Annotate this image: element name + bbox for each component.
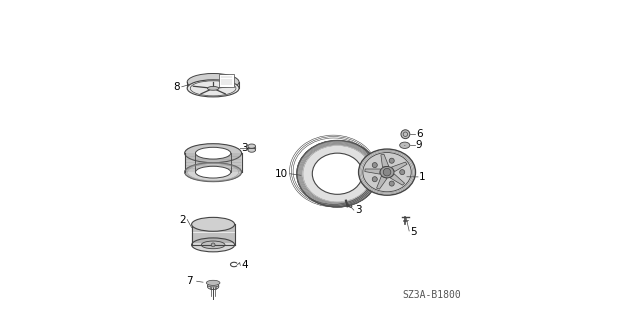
Polygon shape [381,154,388,167]
Text: ·: · [404,143,406,148]
Circle shape [389,158,394,163]
Text: 4: 4 [241,260,248,271]
Circle shape [211,243,215,247]
Circle shape [372,177,378,182]
Ellipse shape [248,148,255,152]
Ellipse shape [358,149,415,195]
Ellipse shape [312,153,362,194]
Text: 3: 3 [241,144,248,153]
Ellipse shape [185,163,241,182]
Ellipse shape [380,167,394,178]
Ellipse shape [400,142,410,148]
Ellipse shape [195,147,231,159]
Ellipse shape [207,284,219,289]
Text: 1: 1 [419,172,426,182]
Text: 8: 8 [173,82,180,92]
Circle shape [401,130,410,139]
FancyBboxPatch shape [185,153,241,172]
Ellipse shape [195,166,231,178]
Ellipse shape [207,284,219,287]
Ellipse shape [191,217,235,231]
Text: 5: 5 [410,226,417,237]
Ellipse shape [363,152,412,192]
Text: 2: 2 [179,215,186,225]
Ellipse shape [206,280,220,286]
Text: 3: 3 [355,205,362,215]
FancyBboxPatch shape [191,224,235,245]
Circle shape [349,205,352,208]
Text: SZ3A-B1800: SZ3A-B1800 [402,290,461,300]
Circle shape [383,168,391,176]
Ellipse shape [248,144,255,148]
Text: 9: 9 [416,140,422,150]
Ellipse shape [297,141,378,207]
Polygon shape [365,169,380,174]
Text: 7: 7 [186,276,193,286]
Circle shape [372,163,378,167]
Text: 10: 10 [275,169,289,179]
Circle shape [400,170,404,175]
Polygon shape [390,174,404,185]
Ellipse shape [191,238,235,252]
Circle shape [389,181,394,186]
FancyBboxPatch shape [219,74,234,87]
Polygon shape [392,162,407,172]
Polygon shape [376,176,387,189]
Ellipse shape [207,86,219,90]
Ellipse shape [187,80,239,97]
Ellipse shape [202,241,225,249]
Ellipse shape [185,144,241,163]
Ellipse shape [187,73,239,91]
Text: 6: 6 [416,129,422,139]
